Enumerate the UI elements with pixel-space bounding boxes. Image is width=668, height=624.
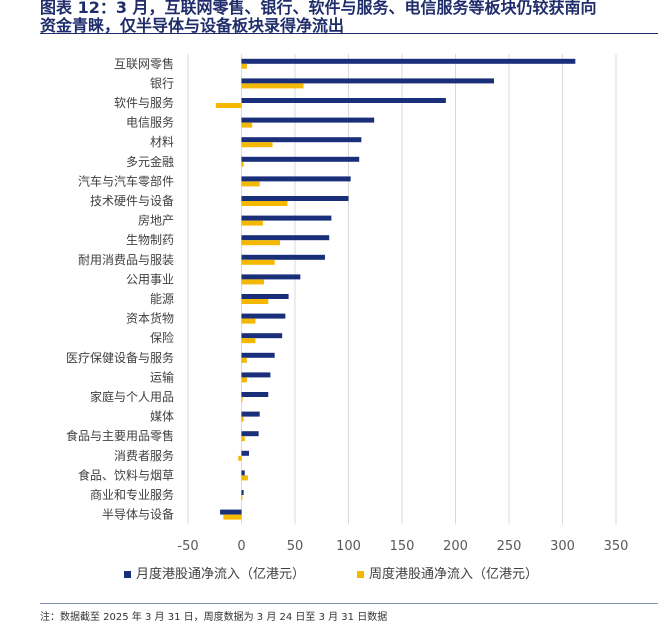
bar-weekly <box>241 338 256 344</box>
category-label: 保险 <box>150 330 174 345</box>
bar-weekly <box>215 103 242 108</box>
category-label: 互联网零售 <box>114 56 174 71</box>
bar-monthly <box>241 137 362 143</box>
chart-title-line-2: 资金青睐，仅半导体与设备板块录得净流出 <box>40 16 345 35</box>
bar-monthly <box>241 196 349 201</box>
category-label: 医疗保健设备与服务 <box>66 350 174 365</box>
bar-monthly <box>241 156 360 162</box>
x-tick-label: 0 <box>237 539 245 554</box>
bar-weekly <box>241 397 243 402</box>
bar-monthly <box>241 352 275 358</box>
category-label: 耐用消费品与服装 <box>78 253 174 267</box>
category-label: 多元金融 <box>126 154 174 169</box>
bar-monthly <box>241 470 245 476</box>
bar-monthly <box>241 274 301 280</box>
category-label: 电信服务 <box>126 115 174 130</box>
bar-weekly <box>241 161 244 167</box>
category-label: 公用事业 <box>126 272 174 286</box>
category-label: 消费者服务 <box>114 448 174 463</box>
bar-weekly <box>238 455 242 461</box>
category-label: 软件与服务 <box>114 95 174 110</box>
legend-swatch-weekly <box>357 571 364 578</box>
bar-weekly <box>241 357 247 363</box>
bar-monthly <box>241 235 330 241</box>
bar-weekly <box>241 259 275 265</box>
bar-monthly <box>241 176 351 182</box>
bar-weekly <box>241 495 243 500</box>
bar-monthly <box>241 333 283 339</box>
bar-monthly <box>241 78 495 84</box>
category-label: 食品与主要用品零售 <box>66 428 174 443</box>
bar-monthly <box>241 294 289 299</box>
category-label: 汽车与汽车零部件 <box>78 173 174 188</box>
category-label: 运输 <box>150 369 174 384</box>
legend-label-weekly: 周度港股通净流入（亿港元） <box>369 566 538 582</box>
bar-monthly <box>241 98 446 103</box>
bar-weekly <box>241 220 263 226</box>
bar-monthly <box>241 392 269 397</box>
bar-weekly <box>241 436 245 442</box>
bar-weekly <box>241 299 269 304</box>
bar-monthly <box>241 58 576 64</box>
title-divider <box>40 33 658 34</box>
bar-weekly <box>241 122 253 128</box>
x-tick-label: -50 <box>177 539 198 554</box>
bar-monthly <box>241 490 244 495</box>
category-label: 技术硬件与设备 <box>90 194 174 208</box>
bar-chart: -50 0 50 100 150 200 250 300 350 互联网零售银行软件与服务电信服务… <box>66 54 629 582</box>
legend-swatch-monthly <box>124 571 131 578</box>
category-label: 家庭与个人用品 <box>90 389 174 404</box>
bar-weekly <box>241 279 264 285</box>
category-label: 生物制药 <box>126 233 174 247</box>
category-label: 材料 <box>150 135 174 149</box>
x-tick-label: 150 <box>390 539 415 554</box>
x-tick-label: 350 <box>604 539 629 554</box>
bar-monthly <box>241 117 375 123</box>
footnote-divider <box>40 603 658 604</box>
x-tick-label: 300 <box>550 539 575 554</box>
bar-monthly <box>241 411 260 417</box>
category-label: 媒体 <box>150 410 174 424</box>
category-label: 半导体与设备 <box>102 508 174 522</box>
bar-weekly <box>241 377 247 383</box>
x-tick-label: 50 <box>287 539 304 554</box>
bar-weekly <box>223 514 242 520</box>
bar-monthly <box>241 254 325 260</box>
category-label: 房地产 <box>138 213 174 228</box>
bar-weekly <box>241 142 273 148</box>
x-tick-label: 200 <box>443 539 468 554</box>
x-tick-label: 100 <box>336 539 361 554</box>
bar-monthly <box>241 431 259 437</box>
bar-monthly <box>241 215 332 221</box>
category-label: 资本货物 <box>126 311 174 326</box>
bar-weekly <box>241 181 260 187</box>
bar-weekly <box>241 201 288 206</box>
legend-label-monthly: 月度港股通净流入（亿港元） <box>136 566 305 582</box>
x-tick-label: 250 <box>497 539 522 554</box>
category-label: 食品、饮料与烟草 <box>78 467 174 482</box>
bar-weekly <box>241 63 247 69</box>
category-label: 能源 <box>150 292 174 306</box>
category-label: 商业和专业服务 <box>90 487 174 502</box>
bar-monthly <box>241 313 286 319</box>
footnote: 注：数据截至 2025 年 3 月 31 日，周度数据为 3 月 24 日至 3… <box>40 612 388 623</box>
bar-weekly <box>241 83 304 89</box>
bar-monthly <box>220 509 242 515</box>
chart-title-line-1: 图表 12：3 月，互联网零售、银行、软件与服务、电信服务等板块仍较获南向 <box>40 0 597 17</box>
bar-weekly <box>241 475 248 481</box>
bar-weekly <box>241 416 244 422</box>
bar-weekly <box>241 318 256 324</box>
bar-monthly <box>241 372 271 378</box>
bar-weekly <box>241 240 281 246</box>
bar-monthly <box>241 450 249 456</box>
category-label: 银行 <box>150 76 174 90</box>
